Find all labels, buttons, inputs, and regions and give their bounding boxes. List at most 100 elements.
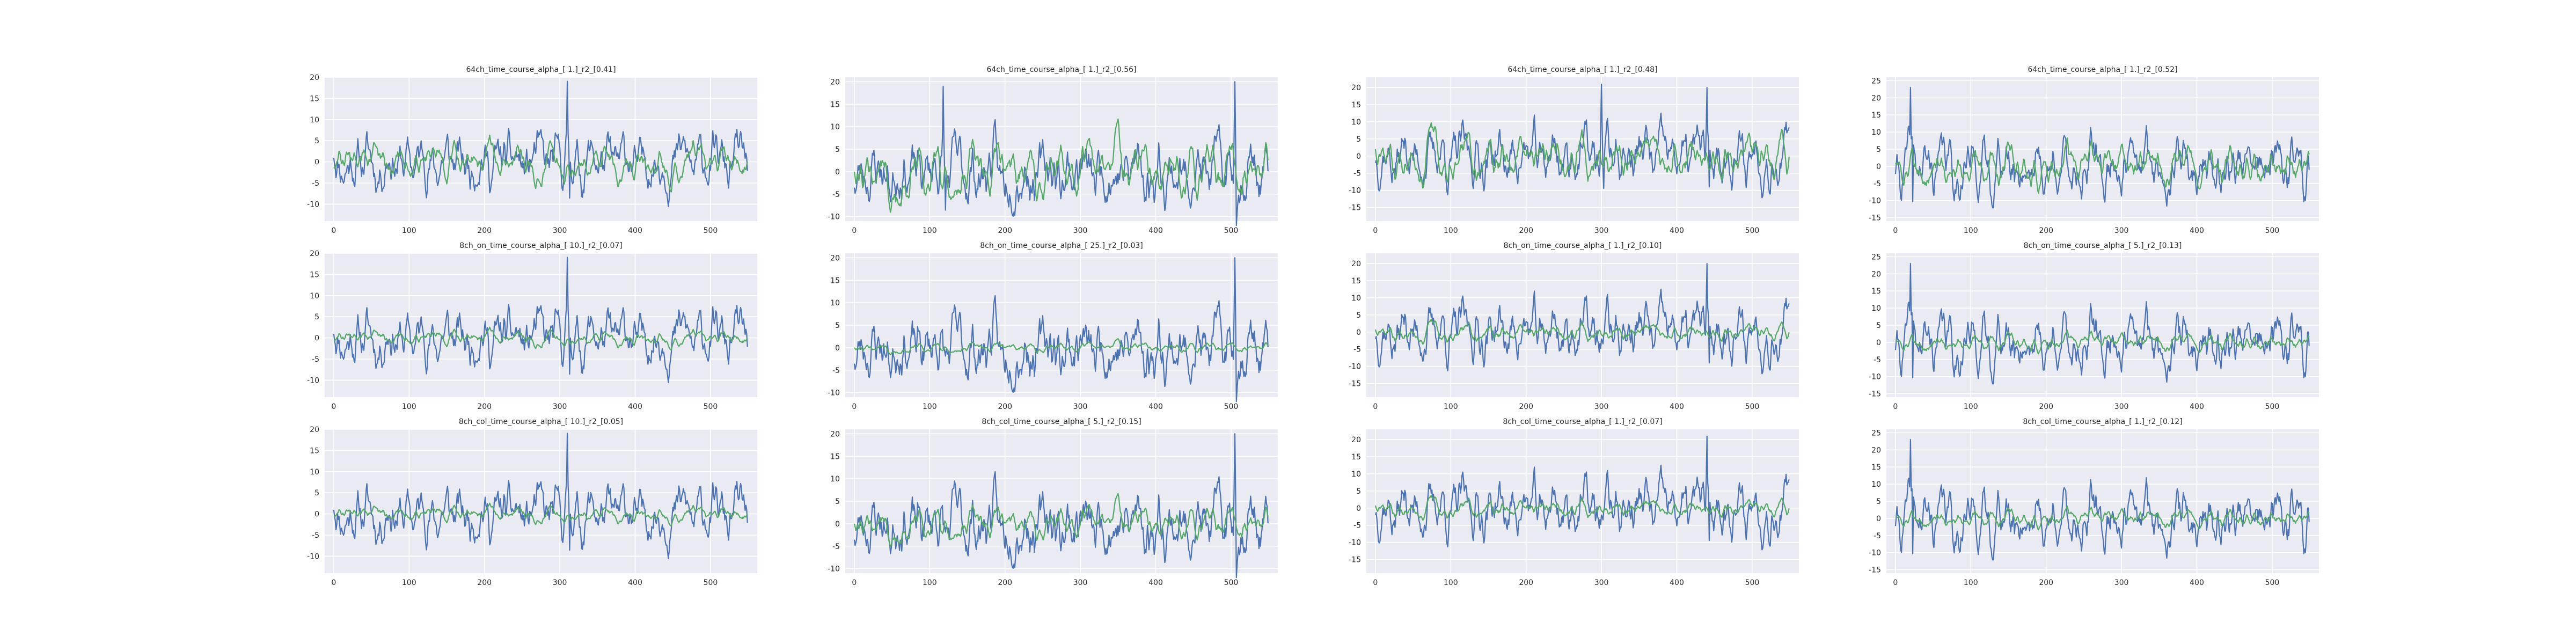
y-tick-label: 5 bbox=[1356, 487, 1361, 496]
y-tick-label: -5 bbox=[312, 531, 319, 540]
x-tick-label: 100 bbox=[1964, 579, 1978, 587]
y-tick-label: 15 bbox=[1351, 101, 1361, 109]
y-tick-label: 15 bbox=[310, 94, 319, 103]
subplot-title: 8ch_col_time_course_alpha_[ 5.]_r2_[0.15… bbox=[982, 418, 1141, 426]
x-tick-label: 200 bbox=[1519, 402, 1533, 411]
subplot-title: 8ch_col_time_course_alpha_[ 1.]_r2_[0.12… bbox=[2023, 418, 2182, 426]
x-tick-label: 300 bbox=[1594, 402, 1609, 411]
x-tick-label: 100 bbox=[1964, 402, 1978, 411]
x-tick-label: 0 bbox=[1893, 402, 1898, 411]
series-line-green bbox=[333, 502, 748, 527]
axes-background bbox=[1366, 77, 1799, 221]
x-tick-label: 400 bbox=[1670, 579, 1684, 587]
subplot-r0c1: 0 100 200 300 400 500 -10 -5 0 5 10 15 20 64ch_time_c… bbox=[828, 65, 1278, 235]
y-tick-label: -5 bbox=[312, 355, 319, 364]
series-line-green bbox=[853, 493, 1269, 548]
x-tick-label: 500 bbox=[704, 579, 718, 587]
x-tick-label: 400 bbox=[2190, 226, 2204, 235]
subplot-r2c0: 0 100 200 300 400 500 -10 -5 0 5 10 15 20 8ch_col_tim… bbox=[307, 418, 757, 587]
x-tick-label: 100 bbox=[923, 579, 937, 587]
y-tick-label: 15 bbox=[1871, 111, 1881, 120]
y-tick-label: -5 bbox=[832, 367, 840, 375]
x-tick-label: 0 bbox=[1893, 226, 1898, 235]
y-tick-label: 15 bbox=[830, 276, 840, 285]
x-tick-label: 400 bbox=[1670, 226, 1684, 235]
series-line-green bbox=[1374, 319, 1790, 345]
y-tick-label: -10 bbox=[1349, 187, 1361, 195]
x-tick-label: 500 bbox=[704, 226, 718, 235]
x-tick-label: 200 bbox=[998, 226, 1012, 235]
y-tick-label: 15 bbox=[1871, 287, 1881, 296]
y-tick-label: 20 bbox=[310, 250, 319, 258]
series-line-blue bbox=[333, 257, 748, 383]
y-tick-label: 20 bbox=[830, 254, 840, 262]
x-tick-label: 400 bbox=[628, 402, 642, 411]
subplot-title: 8ch_on_time_course_alpha_[ 10.]_r2_[0.07… bbox=[459, 241, 623, 250]
y-tick-label: -15 bbox=[1349, 203, 1361, 212]
subplot-title: 8ch_on_time_course_alpha_[ 1.]_r2_[0.10] bbox=[1504, 241, 1662, 250]
y-tick-label: -5 bbox=[312, 179, 319, 188]
subplot-r0c3: 0 100 200 300 400 500 -15 -10 -5 0 5 10 15 20 25 64ch_t… bbox=[1869, 65, 2319, 235]
x-tick-label: 400 bbox=[628, 226, 642, 235]
x-tick-label: 100 bbox=[1444, 579, 1458, 587]
x-tick-label: 400 bbox=[2190, 402, 2204, 411]
series-line-blue bbox=[1894, 438, 2310, 561]
y-tick-label: 5 bbox=[314, 313, 319, 321]
series-line-green bbox=[853, 118, 1269, 213]
x-tick-label: 500 bbox=[1224, 226, 1239, 235]
x-tick-label: 300 bbox=[1073, 402, 1088, 411]
y-tick-label: 20 bbox=[1871, 270, 1881, 279]
y-tick-label: 0 bbox=[1356, 504, 1361, 513]
x-tick-label: 300 bbox=[2114, 226, 2129, 235]
y-tick-label: 20 bbox=[310, 426, 319, 434]
x-tick-label: 400 bbox=[1670, 402, 1684, 411]
x-tick-label: 200 bbox=[1519, 579, 1533, 587]
x-tick-label: 0 bbox=[1373, 579, 1378, 587]
x-tick-label: 100 bbox=[402, 226, 416, 235]
y-tick-label: 20 bbox=[1351, 84, 1361, 92]
y-tick-label: 0 bbox=[314, 510, 319, 519]
y-tick-label: -15 bbox=[1349, 555, 1361, 564]
y-tick-label: 5 bbox=[835, 145, 840, 154]
y-tick-label: 10 bbox=[1351, 470, 1361, 479]
x-tick-label: 200 bbox=[998, 579, 1012, 587]
x-tick-label: 500 bbox=[2265, 402, 2280, 411]
x-tick-label: 0 bbox=[331, 226, 336, 235]
y-tick-label: 15 bbox=[310, 270, 319, 279]
x-tick-label: 0 bbox=[1373, 226, 1378, 235]
series-line-green bbox=[1374, 122, 1790, 189]
y-tick-label: 5 bbox=[314, 137, 319, 145]
x-tick-label: 100 bbox=[1964, 226, 1978, 235]
subplot-title: 64ch_time_course_alpha_[ 1.]_r2_[0.56] bbox=[986, 65, 1136, 74]
y-tick-label: 20 bbox=[1351, 436, 1361, 444]
y-tick-label: 10 bbox=[830, 299, 840, 308]
y-tick-label: 15 bbox=[1351, 277, 1361, 286]
y-tick-label: -15 bbox=[1869, 390, 1881, 399]
x-tick-label: 300 bbox=[553, 579, 567, 587]
y-tick-label: -5 bbox=[1874, 532, 1881, 540]
series-line-green bbox=[333, 326, 748, 351]
series-line-green bbox=[854, 338, 1269, 356]
subplot-r1c2: 0 100 200 300 400 500 -15 -10 -5 0 5 10 15 20 8ch_on_t… bbox=[1349, 241, 1799, 411]
y-tick-label: 10 bbox=[1351, 118, 1361, 127]
y-tick-label: 10 bbox=[830, 475, 840, 484]
y-tick-label: -10 bbox=[1869, 549, 1881, 558]
y-tick-label: 15 bbox=[1871, 463, 1881, 472]
x-tick-label: 0 bbox=[852, 226, 857, 235]
subplot-title: 8ch_on_time_course_alpha_[ 5.]_r2_[0.13] bbox=[2024, 241, 2182, 250]
x-tick-label: 0 bbox=[331, 579, 336, 587]
x-tick-label: 400 bbox=[1148, 579, 1163, 587]
x-tick-label: 300 bbox=[1073, 226, 1088, 235]
y-tick-label: 10 bbox=[310, 468, 319, 477]
series-line-green bbox=[333, 134, 748, 193]
y-tick-label: 25 bbox=[1871, 77, 1881, 85]
x-tick-label: 100 bbox=[1444, 402, 1458, 411]
y-tick-label: 10 bbox=[1871, 304, 1881, 313]
subplot-r1c0: 0 100 200 300 400 500 -10 -5 0 5 10 15 20 8ch_on_time… bbox=[307, 241, 757, 411]
y-tick-label: 10 bbox=[310, 116, 319, 125]
x-tick-label: 400 bbox=[1148, 402, 1163, 411]
series-line-blue bbox=[333, 433, 748, 559]
subplot-r1c3: 0 100 200 300 400 500 -15 -10 -5 0 5 10 15 20 25 8ch_on… bbox=[1869, 241, 2319, 411]
subplot-title: 64ch_time_course_alpha_[ 1.]_r2_[0.41] bbox=[466, 65, 616, 74]
x-tick-label: 500 bbox=[1224, 579, 1239, 587]
